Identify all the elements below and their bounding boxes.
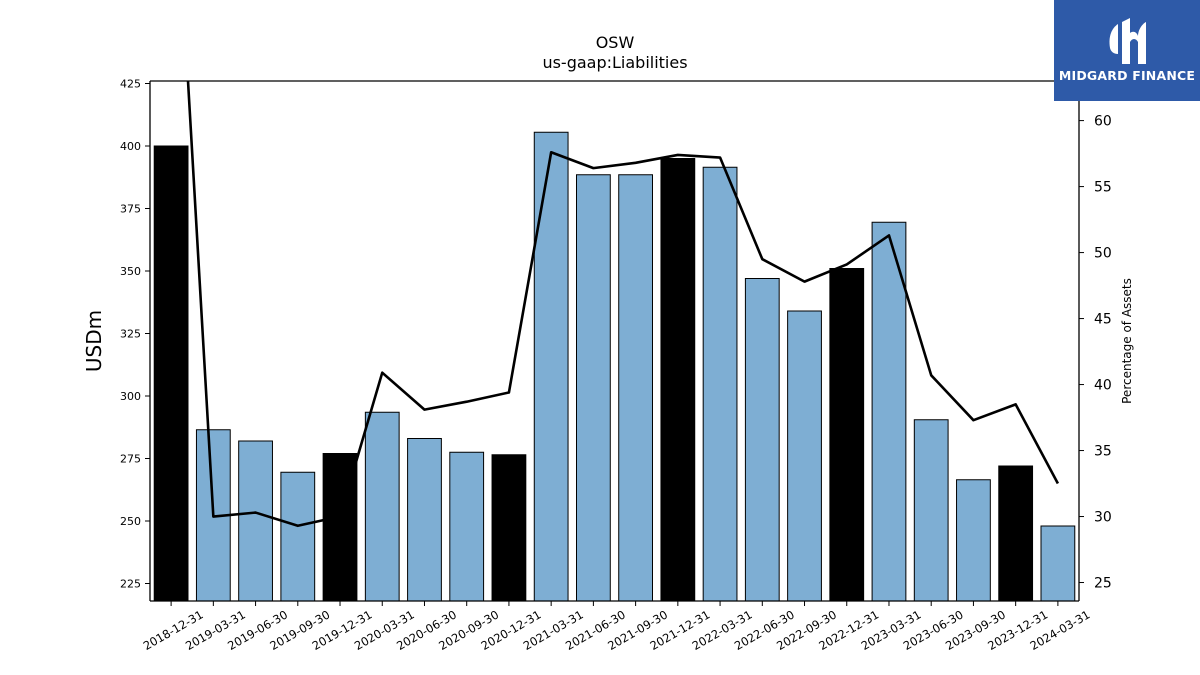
y-tick-label-275: 275 xyxy=(120,453,141,466)
chart-subtitle: us-gaap:Liabilities xyxy=(542,53,687,72)
y2-tick-label-45: 45 xyxy=(1094,312,1112,328)
y2-axis-label: Percentage of Assets xyxy=(1120,278,1134,404)
bar-2019-06-30 xyxy=(238,440,273,602)
bars-layer xyxy=(153,131,1076,602)
y2-tick-label-40: 40 xyxy=(1094,378,1112,394)
company-logo: MIDGARD FINANCE xyxy=(1054,0,1200,101)
bar-2023-03-31 xyxy=(871,221,907,602)
y-axis-label: USDm xyxy=(82,310,106,372)
line-series-percentage-of-assets xyxy=(186,81,1060,528)
y2-tick-label-50: 50 xyxy=(1094,246,1112,262)
bar-2022-09-30 xyxy=(787,310,822,602)
bar-2023-12-31 xyxy=(998,465,1034,602)
y-tick-label-375: 375 xyxy=(120,203,141,216)
bar-2021-09-30 xyxy=(618,174,653,602)
bar-2022-12-31 xyxy=(829,268,865,602)
bar-2020-03-31 xyxy=(364,411,400,602)
bar-2020-09-30 xyxy=(449,451,485,602)
line-layer xyxy=(186,81,1060,528)
bar-2019-09-30 xyxy=(280,471,316,602)
y2-tick-label-35: 35 xyxy=(1094,444,1112,460)
bar-2022-03-31 xyxy=(702,166,738,602)
logo-text: MIDGARD FINANCE xyxy=(1058,68,1196,83)
logo-mark-icon xyxy=(1109,18,1146,64)
y2-tick-label-60: 60 xyxy=(1094,114,1112,130)
bar-2021-12-31 xyxy=(660,158,696,602)
bar-2024-03-31 xyxy=(1040,525,1076,602)
bar-2023-09-30 xyxy=(956,479,991,602)
y-tick-label-425: 425 xyxy=(120,78,141,91)
bar-2023-06-30 xyxy=(913,419,949,602)
bar-2018-12-31 xyxy=(153,145,189,602)
y2-tick-label-25: 25 xyxy=(1094,576,1112,592)
y2-tick-label-30: 30 xyxy=(1094,510,1112,526)
bar-2020-12-31 xyxy=(491,454,527,602)
chart-title: OSW xyxy=(596,33,635,52)
y2-tick-label-55: 55 xyxy=(1094,180,1112,196)
bar-2021-06-30 xyxy=(576,174,611,602)
y-tick-label-350: 350 xyxy=(120,265,141,278)
y-tick-label-400: 400 xyxy=(120,140,141,153)
y-tick-label-300: 300 xyxy=(120,390,141,403)
y-tick-label-250: 250 xyxy=(120,515,141,528)
bar-2022-06-30 xyxy=(744,278,780,602)
y-tick-label-225: 225 xyxy=(120,578,141,591)
bar-2021-03-31 xyxy=(533,131,569,602)
bar-2020-06-30 xyxy=(407,438,442,602)
y-tick-label-325: 325 xyxy=(120,328,141,341)
